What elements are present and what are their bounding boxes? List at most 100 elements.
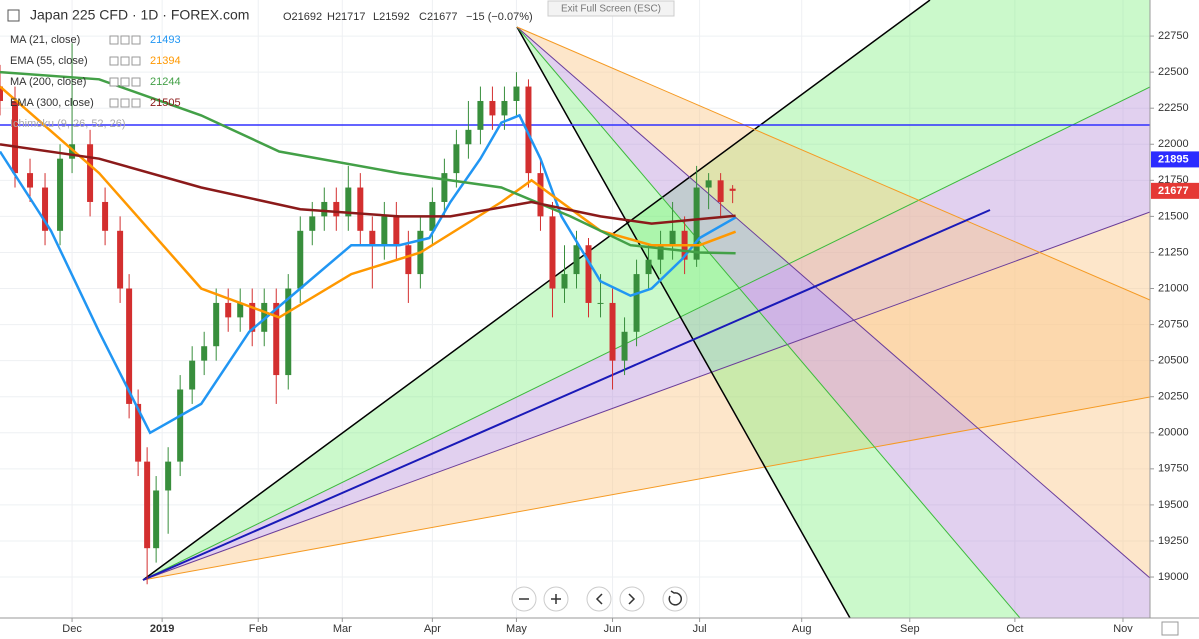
candle-body xyxy=(237,302,244,318)
legend-icon[interactable] xyxy=(109,77,119,87)
symbol: Japan 225 CFD · 1D · FOREX.com xyxy=(30,7,249,23)
legend-name: MA (21, close) xyxy=(10,34,80,46)
fan-line xyxy=(516,26,1150,301)
legend-icon[interactable] xyxy=(131,98,141,108)
fan-line xyxy=(142,211,1150,581)
legend-name: MA (200, close) xyxy=(10,76,86,88)
y-tick-label: 22750 xyxy=(1158,30,1189,42)
candle-body xyxy=(321,201,328,217)
candle-body xyxy=(513,86,520,101)
x-tick-label: Dec xyxy=(62,623,82,635)
candle-body xyxy=(393,216,400,246)
scroll-left[interactable] xyxy=(586,586,612,612)
candle-body xyxy=(405,245,412,275)
y-tick-label: 22000 xyxy=(1158,138,1189,150)
exit-label: Exit Full Screen (ESC) xyxy=(561,4,661,15)
fan-line xyxy=(142,396,1150,581)
candle-body xyxy=(213,302,220,347)
candle-body xyxy=(717,180,724,202)
legend-icon[interactable] xyxy=(109,56,119,66)
legend-icon[interactable] xyxy=(109,98,119,108)
y-tick-label: 20500 xyxy=(1158,355,1189,367)
toolbar-icons xyxy=(519,590,682,606)
legend-icon[interactable] xyxy=(131,35,141,45)
candle-body xyxy=(297,230,304,289)
candle-body xyxy=(333,201,340,217)
reset[interactable] xyxy=(662,586,688,612)
candle-body xyxy=(597,302,604,304)
candle-body xyxy=(189,360,196,390)
candle-body xyxy=(153,490,160,549)
candle-body xyxy=(69,144,76,159)
ohlc: C21677 xyxy=(419,11,458,23)
candle-body xyxy=(369,230,376,246)
ma-line xyxy=(0,70,736,255)
price-label-text: 21895 xyxy=(1158,153,1189,165)
axes: 19000 19250 19500 19750 20000 20250 20500 20750… xyxy=(62,30,1199,635)
candle-body xyxy=(525,86,532,174)
candle-body xyxy=(144,461,151,549)
candle-body xyxy=(249,302,256,332)
legend-value: 21394 xyxy=(150,55,181,67)
candle-body xyxy=(609,302,616,361)
candle-body xyxy=(102,201,109,231)
x-tick-label: Feb xyxy=(249,623,268,635)
candle-body xyxy=(117,230,124,289)
ma-line xyxy=(0,113,737,435)
series-layer xyxy=(0,43,737,585)
candle-body xyxy=(285,288,292,376)
price-label xyxy=(1151,151,1199,168)
x-tick-label: May xyxy=(506,623,527,635)
x-tick-label: Nov xyxy=(1113,623,1133,635)
legend-value: 21493 xyxy=(150,34,181,46)
legend-icon[interactable] xyxy=(131,56,141,66)
candle-body xyxy=(27,173,34,188)
candle-body xyxy=(561,274,568,289)
x-tick-label: Aug xyxy=(792,623,812,635)
legend-icon[interactable] xyxy=(131,77,141,87)
candle-body xyxy=(261,302,268,332)
exit-button[interactable] xyxy=(547,0,675,17)
fan-fill xyxy=(517,27,1150,618)
y-tick-label: 20000 xyxy=(1158,427,1189,439)
candle-body xyxy=(549,216,556,289)
candle-body xyxy=(345,187,352,217)
legend-icon[interactable] xyxy=(120,56,130,66)
ma-line xyxy=(0,85,737,319)
x-tick-label: 2019 xyxy=(150,623,174,635)
change: −15 (−0.07%) xyxy=(466,11,533,23)
candle-body xyxy=(309,216,316,231)
collapse-icon[interactable] xyxy=(7,9,20,22)
price-axis xyxy=(1150,0,1199,639)
candle-body xyxy=(225,302,232,318)
candle-body xyxy=(585,245,592,303)
ohlc: H21717 xyxy=(327,11,366,23)
ohlc: L21592 xyxy=(373,11,410,23)
y-tick-label: 22250 xyxy=(1158,102,1189,114)
toolbar xyxy=(511,586,688,612)
candle-body xyxy=(657,245,664,260)
indicator-name: Ichimoku (9, 26, 52, 26) xyxy=(10,118,126,130)
settings[interactable] xyxy=(1161,621,1179,636)
price-label xyxy=(1151,182,1199,199)
legend-icon[interactable] xyxy=(120,98,130,108)
legend-value: 21505 xyxy=(150,97,181,109)
candle-body xyxy=(621,331,628,361)
x-tick-label: Sep xyxy=(900,623,920,635)
y-tick-label: 21000 xyxy=(1158,282,1189,294)
legend-icon[interactable] xyxy=(120,77,130,87)
candle-body xyxy=(126,288,133,404)
candle-body xyxy=(87,144,94,202)
candle-body xyxy=(669,230,676,246)
x-tick-label: Jun xyxy=(604,623,622,635)
legend-icon[interactable] xyxy=(120,35,130,45)
candle-body xyxy=(441,173,448,202)
legend-icon[interactable] xyxy=(109,35,119,45)
y-tick-label: 19250 xyxy=(1158,535,1189,547)
scroll-right[interactable] xyxy=(619,586,645,612)
candle-body xyxy=(489,100,496,116)
legend-name: EMA (300, close) xyxy=(10,97,94,109)
